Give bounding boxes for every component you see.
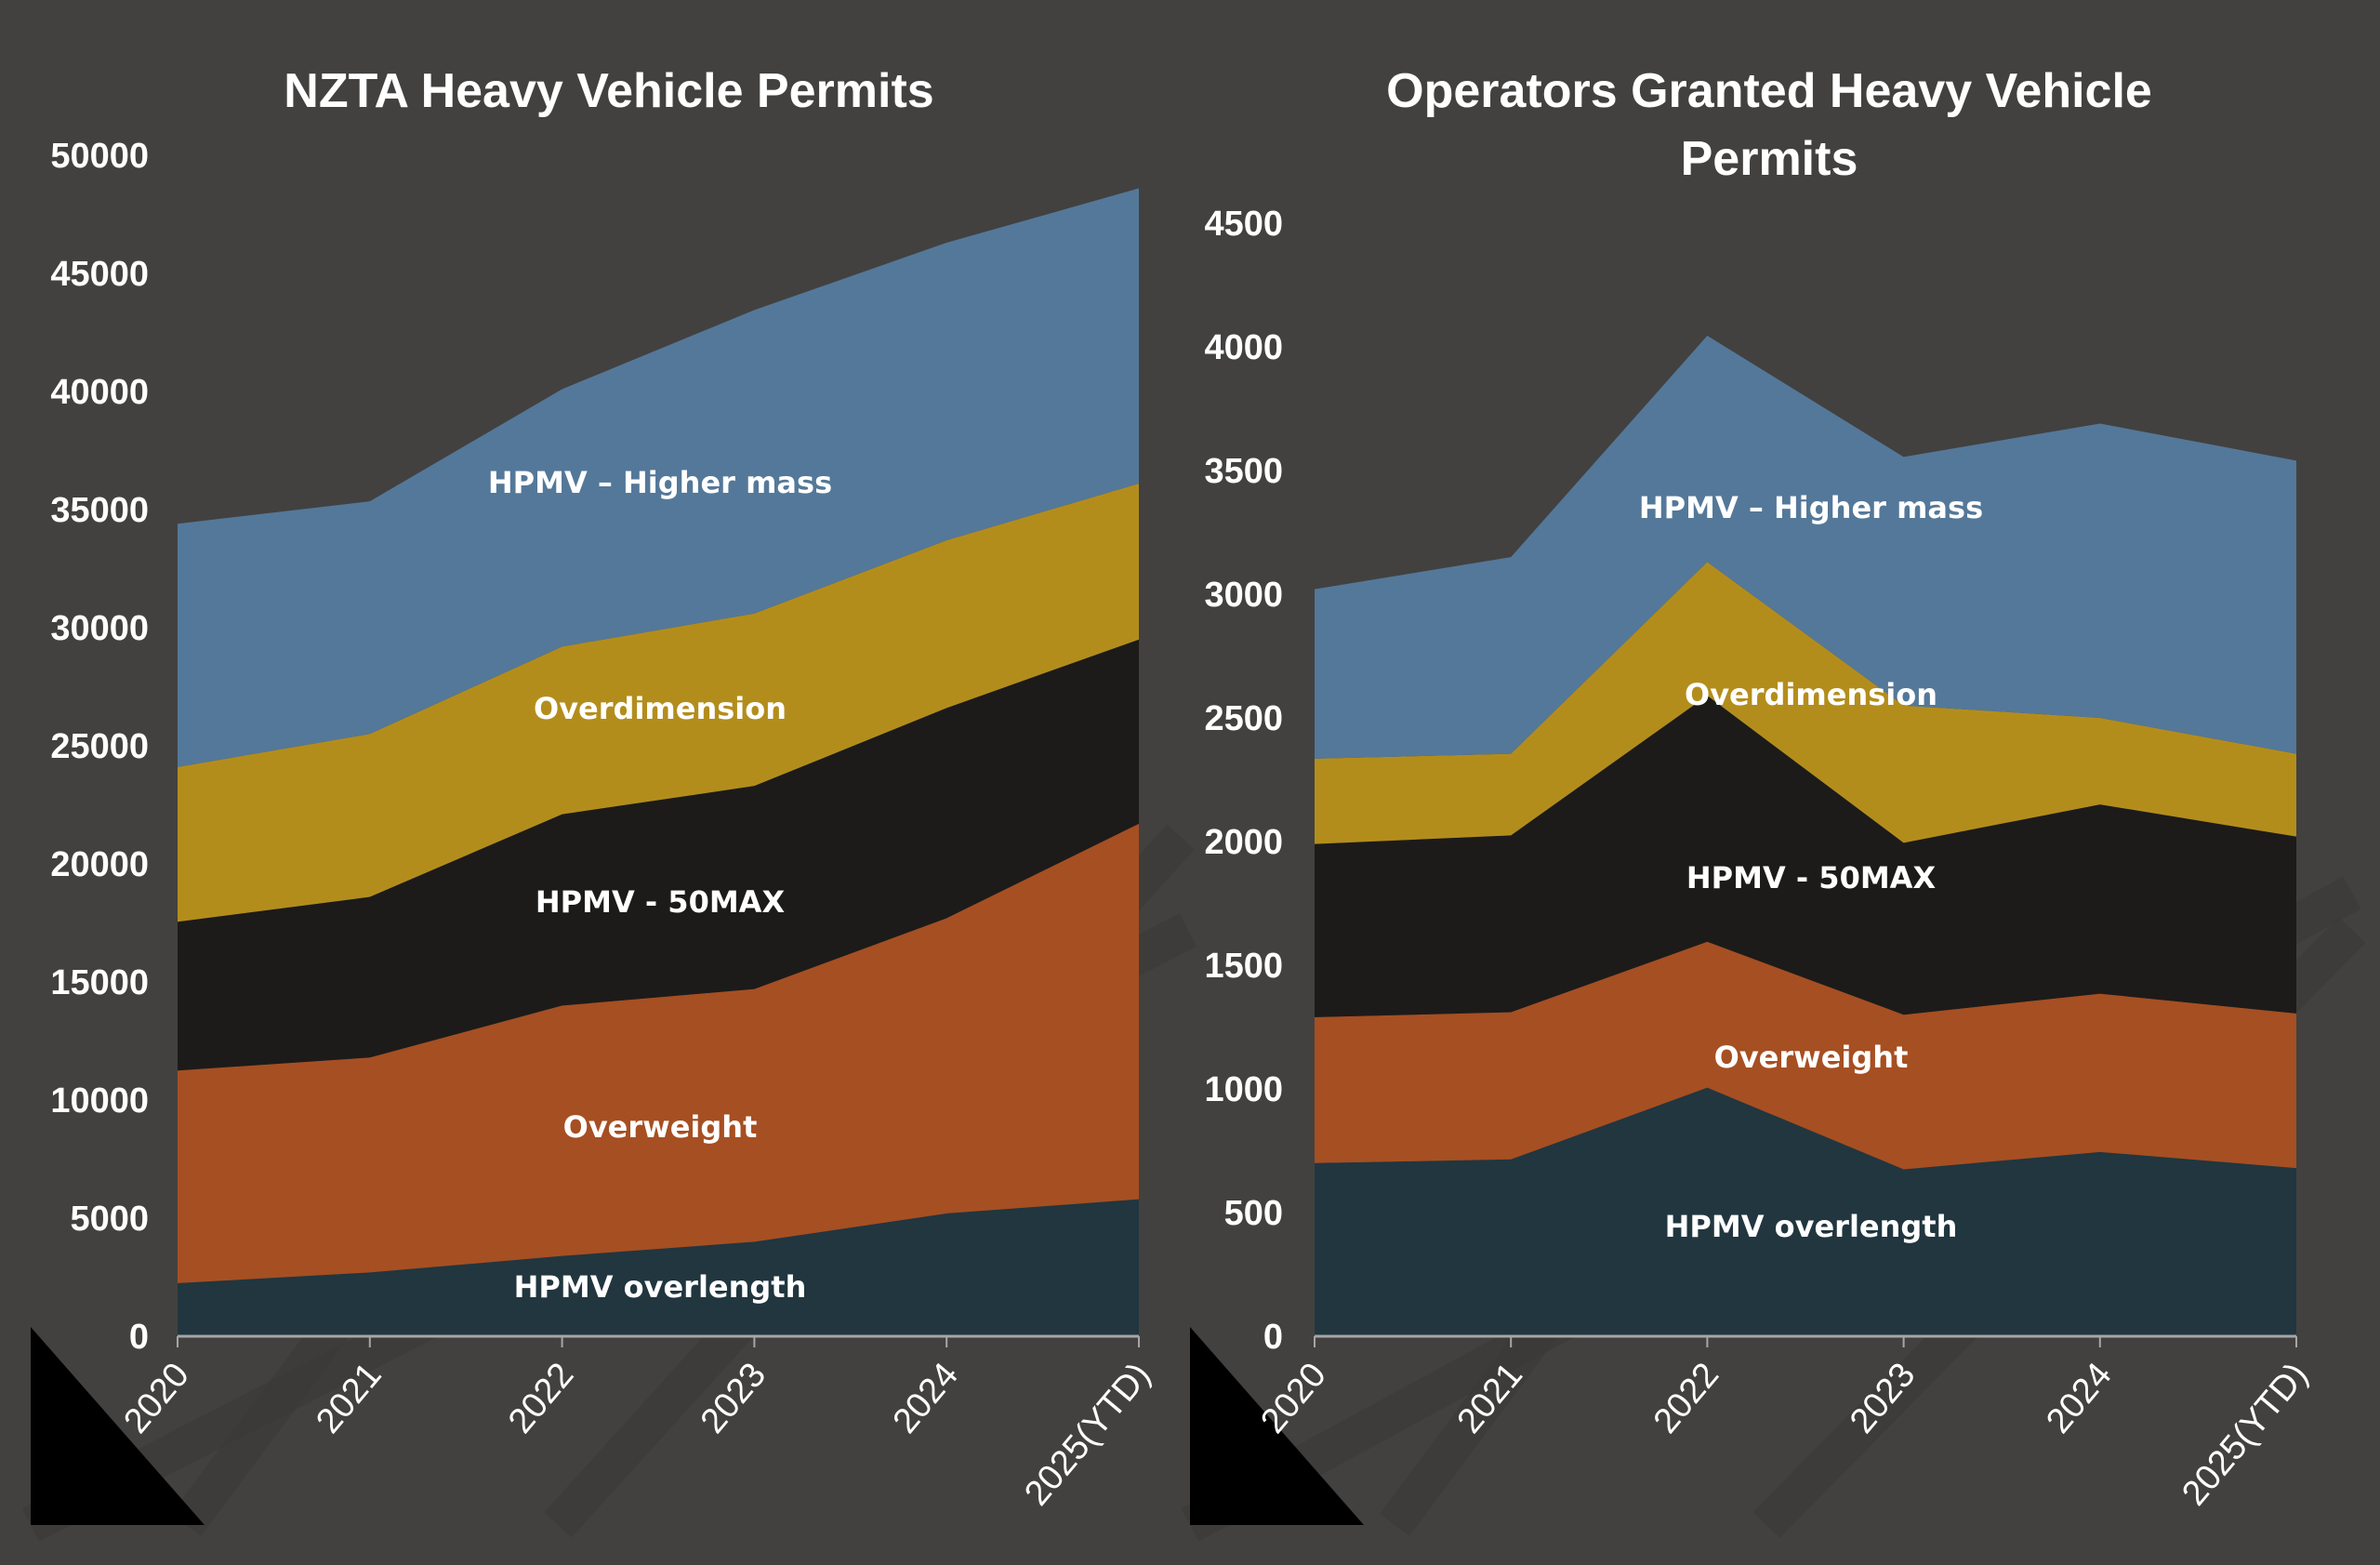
area-hpmv-overlength <box>178 1199 1139 1336</box>
y-tick-label: 0 <box>1263 1318 1283 1357</box>
y-tick-label: 2500 <box>1204 699 1283 738</box>
y-tick-label: 25000 <box>50 727 149 766</box>
series-label-overweight: Overweight <box>563 1109 758 1145</box>
area-hpmv-higher-mass <box>1315 336 2296 759</box>
y-tick-label: 5000 <box>70 1200 149 1239</box>
series-label-hpmv-overlength: HPMV overlength <box>514 1269 807 1305</box>
area-hpmv-higher-mass <box>178 188 1139 767</box>
chart-nzta-heavy-vehicle-permits: 2020 2021 2022 2023 2024 2025(YTD)05000100001… <box>50 64 1158 1513</box>
y-tick-label: 0 <box>129 1318 149 1357</box>
series-label-overdimension: Overdimension <box>1685 677 1937 712</box>
series-label-hpmv-overlength: HPMV overlength <box>1665 1209 1958 1244</box>
area-overdimension <box>178 484 1139 922</box>
area-overweight <box>1315 941 2296 1170</box>
y-tick-label: 3500 <box>1204 452 1283 491</box>
y-tick-label: 4000 <box>1204 328 1283 367</box>
series-label-hpmv-50max: HPMV - 50MAX <box>1686 860 1937 895</box>
area-hpmv-overlength <box>1315 1087 2296 1336</box>
x-tick-label: 2025(YTD) <box>2175 1356 2316 1513</box>
chart-operators-granted-permits: 2020 2021 2022 2023 2024 2025(YTD)05001000150… <box>1204 64 2315 1513</box>
y-tick-label: 1000 <box>1204 1070 1283 1109</box>
y-tick-label: 15000 <box>50 963 149 1002</box>
y-tick-label: 4500 <box>1204 205 1283 244</box>
area-hpmv-50max <box>1315 696 2296 1017</box>
corner-triangle <box>1190 1327 1364 1525</box>
chart-title: NZTA Heavy Vehicle Permits <box>284 64 933 118</box>
y-tick-label: 50000 <box>50 137 149 176</box>
y-tick-label: 3000 <box>1204 576 1283 615</box>
series-label-hpmv-higher-mass: HPMV – Higher mass <box>1639 490 1983 525</box>
y-tick-label: 35000 <box>50 491 149 530</box>
x-tick-label: 2022 <box>501 1356 582 1441</box>
corner-triangle <box>31 1327 205 1525</box>
area-overweight <box>178 823 1139 1283</box>
x-tick-label: 2022 <box>1646 1356 1727 1441</box>
series-label-overdimension: Overdimension <box>534 691 787 726</box>
series-label-overweight: Overweight <box>1714 1040 1909 1075</box>
chart-title-line-1: Operators Granted Heavy Vehicle <box>1386 64 2152 118</box>
y-tick-label: 1500 <box>1204 947 1283 986</box>
series-label-hpmv-higher-mass: HPMV – Higher mass <box>488 465 832 500</box>
y-tick-label: 10000 <box>50 1081 149 1121</box>
series-label-hpmv-50max: HPMV - 50MAX <box>536 884 786 920</box>
chart-title-line-2: Permits <box>1681 132 1858 186</box>
y-tick-label: 30000 <box>50 609 149 648</box>
x-tick-label: 2024 <box>886 1356 967 1441</box>
y-tick-label: 500 <box>1224 1194 1283 1233</box>
area-hpmv-50max <box>178 639 1139 1071</box>
x-tick-label: 2024 <box>2039 1356 2120 1441</box>
area-overdimension <box>1315 562 2296 844</box>
y-tick-label: 2000 <box>1204 823 1283 862</box>
y-tick-label: 20000 <box>50 845 149 884</box>
y-tick-label: 40000 <box>50 373 149 412</box>
x-tick-label: 2025(YTD) <box>1017 1356 1158 1513</box>
y-tick-label: 45000 <box>50 255 149 294</box>
